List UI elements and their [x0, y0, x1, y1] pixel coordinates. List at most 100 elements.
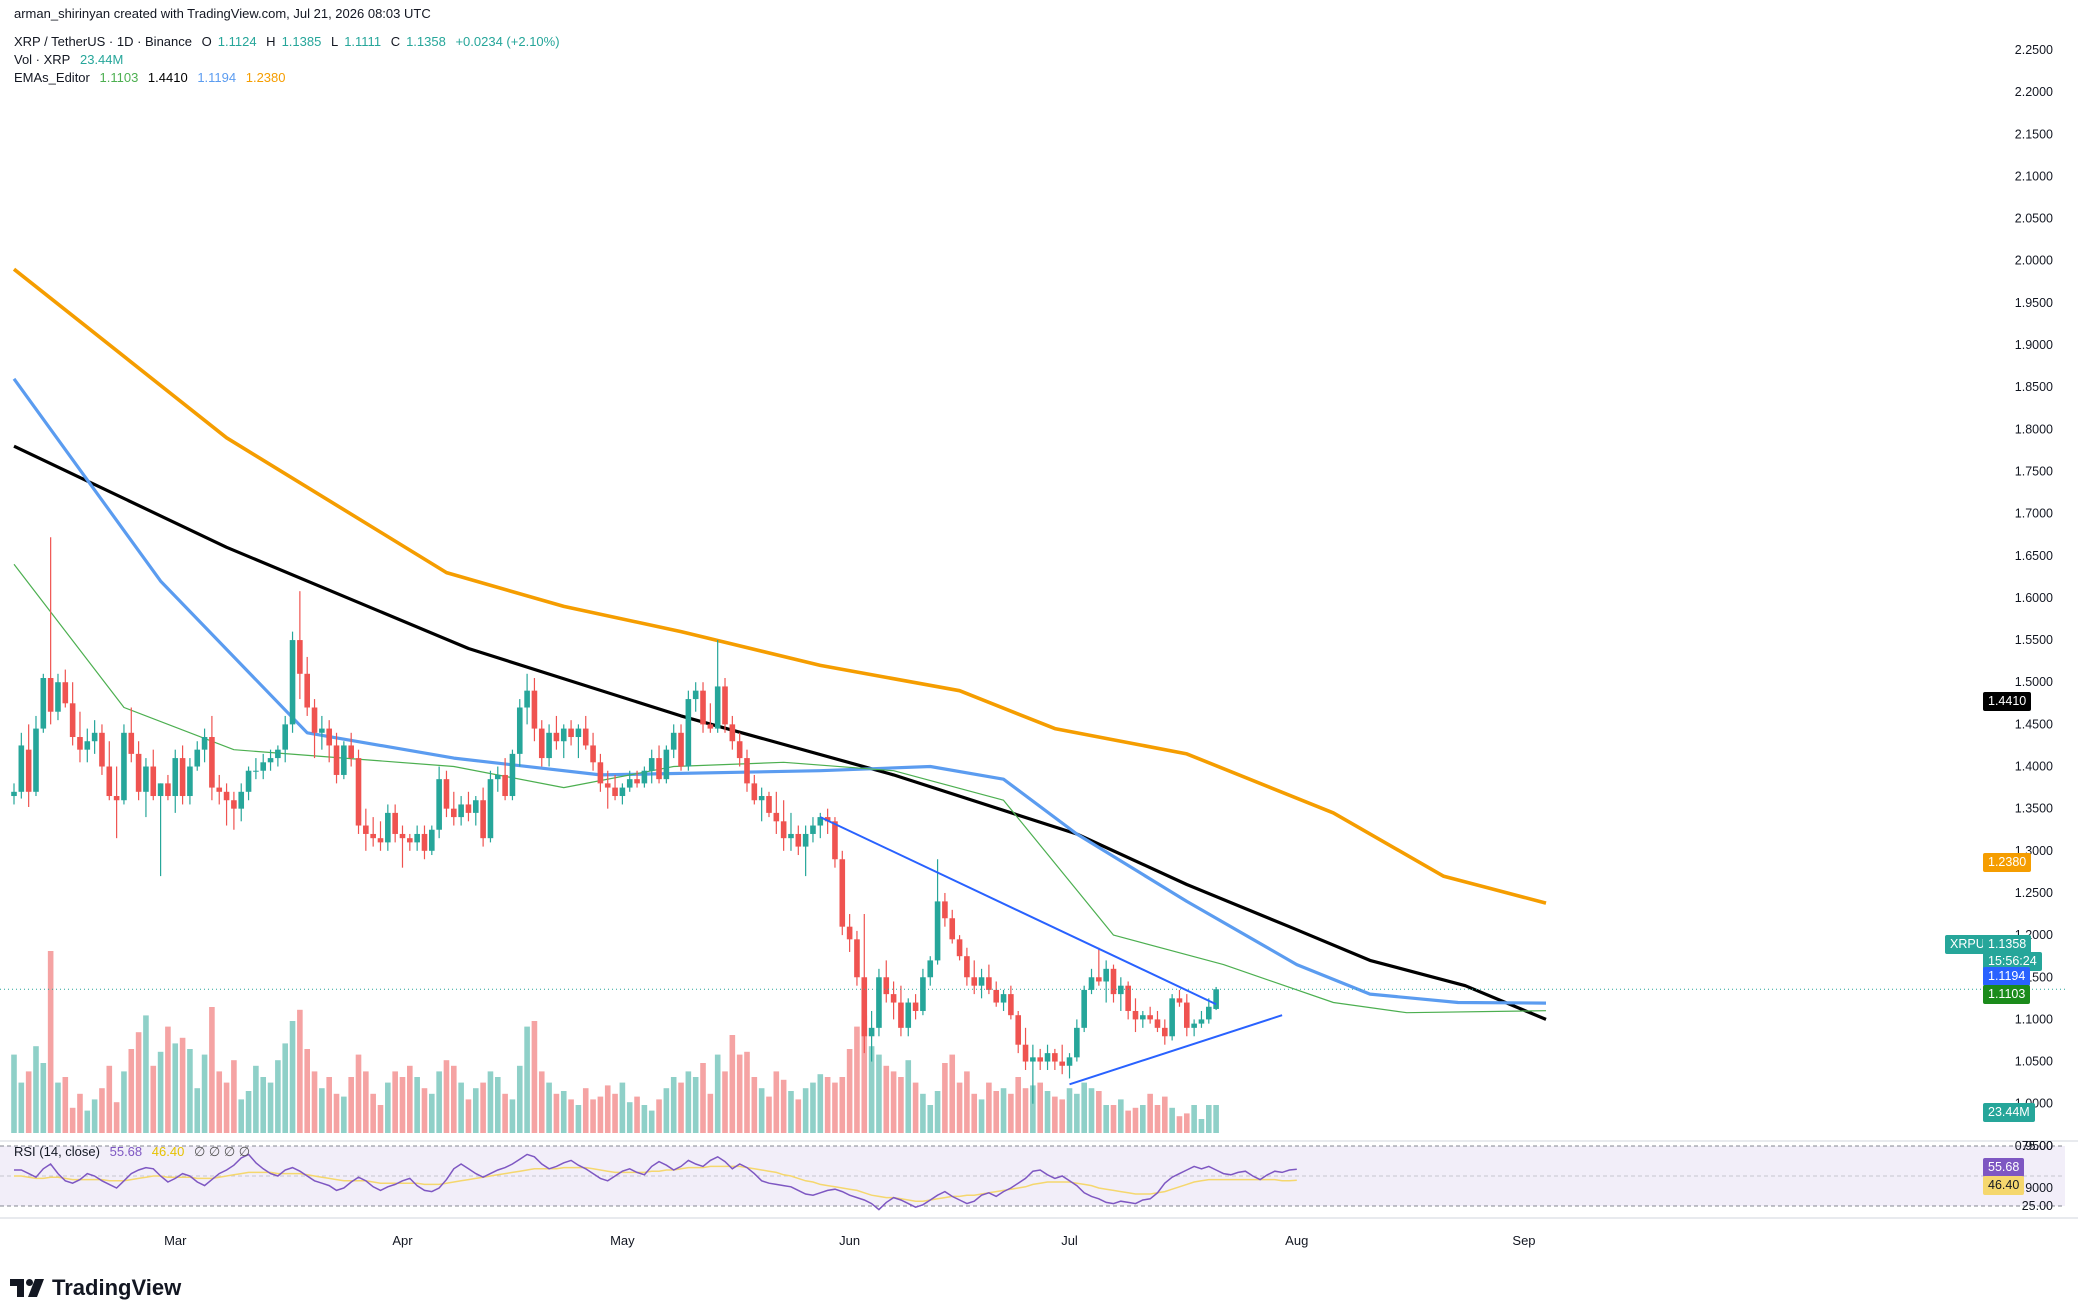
ema100-price-tag: 1.2380 — [1983, 853, 2032, 872]
candle-body — [942, 901, 948, 919]
volume-bar — [722, 1071, 728, 1133]
volume-bar — [861, 1015, 868, 1133]
candle-body — [707, 724, 714, 729]
volume-bar — [187, 1049, 193, 1133]
candle-body — [560, 728, 567, 742]
candle-body — [905, 1002, 912, 1028]
candle-body — [472, 800, 479, 813]
volume-bar — [143, 1015, 149, 1133]
time-tick-label: Jun — [839, 1233, 860, 1248]
price-tick-label: 1.6500 — [2015, 549, 2053, 563]
volume-bar — [766, 1096, 772, 1133]
volume-bar — [55, 1082, 61, 1133]
candle-body — [788, 833, 794, 839]
candle-body — [1162, 1027, 1168, 1037]
volume-bar — [590, 1099, 596, 1133]
volume-bar — [1022, 1088, 1029, 1133]
candle-body — [1037, 1057, 1043, 1062]
volume-bar — [91, 1099, 98, 1133]
candle-body — [282, 724, 289, 750]
candle-body — [319, 728, 325, 733]
candle-body — [634, 779, 640, 784]
candle-body — [890, 994, 897, 1003]
volume-bar — [77, 1093, 83, 1133]
volume-bar — [370, 1093, 376, 1133]
volume-bar — [1008, 1093, 1014, 1133]
candle-body — [912, 1002, 919, 1011]
candle-body — [297, 640, 303, 674]
volume-bar — [927, 1105, 934, 1133]
rsi-legend[interactable]: RSI (14, close) 55.68 46.40 ∅ ∅ ∅ ∅ — [14, 1144, 251, 1159]
legend-low: 1.1111 — [344, 34, 382, 49]
time-tick-label: Apr — [392, 1233, 413, 1248]
legend-close: 1.1358 — [406, 34, 446, 49]
candle-body — [722, 686, 728, 725]
volume-bar — [898, 1077, 904, 1133]
candle-body — [25, 749, 32, 792]
candle-body — [150, 766, 157, 797]
volume-bar — [348, 1077, 354, 1133]
candle-body — [509, 753, 516, 797]
legend-high: 1.1385 — [281, 34, 322, 49]
candle-body — [238, 791, 245, 809]
candle-body — [670, 732, 677, 750]
candle-body — [370, 833, 376, 839]
volume-bar — [890, 1071, 897, 1133]
volume-bar — [282, 1043, 289, 1133]
candle-body — [1118, 985, 1124, 995]
volume-bar — [560, 1091, 567, 1133]
volume-bar — [201, 1054, 208, 1133]
candle-body — [11, 791, 17, 797]
volume-bar — [1110, 1105, 1117, 1133]
candle-body — [487, 779, 494, 839]
price-tick-label: 1.2500 — [2015, 886, 2053, 900]
candle-body — [810, 825, 816, 834]
volume-bar — [69, 1107, 76, 1133]
ema100-value: 1.2380 — [245, 70, 286, 85]
legend-change: +0.0234 (+2.10%) — [455, 34, 560, 49]
tradingview-logo[interactable]: TradingView — [10, 1275, 181, 1301]
candle-body — [377, 838, 384, 843]
volume-bar — [355, 1054, 362, 1133]
candle-body — [575, 728, 582, 738]
candle-body — [927, 960, 934, 978]
volume-bar — [1176, 1116, 1183, 1133]
volume-bar — [1030, 1085, 1036, 1133]
ema-legend[interactable]: EMAs_Editor 1.1103 1.4410 1.1194 1.2380 — [14, 70, 286, 85]
candle-body — [949, 918, 956, 940]
volume-bar — [128, 1049, 135, 1133]
candle-body — [1015, 1015, 1022, 1045]
price-tick-label: 1.0500 — [2015, 1055, 2053, 1069]
candle-body — [744, 758, 750, 784]
candle-body — [106, 766, 113, 797]
volume-bar — [40, 1063, 47, 1133]
rsi-band — [0, 1146, 2065, 1206]
trendlines[interactable] — [819, 816, 1283, 1086]
price-tick-label: 2.1000 — [2015, 169, 2053, 183]
candle-body — [531, 690, 538, 729]
symbol-title[interactable]: XRP / TetherUS · 1D · Binance — [14, 34, 192, 49]
volume-bar — [480, 1082, 486, 1133]
volume-bar — [971, 1093, 978, 1133]
volume-bar — [1184, 1113, 1190, 1133]
candle-body — [758, 796, 765, 801]
time-tick-label: Sep — [1512, 1233, 1535, 1248]
volume-bar — [1169, 1107, 1175, 1133]
candle-body — [795, 833, 802, 847]
volume-bar — [1125, 1110, 1131, 1133]
ema20-value: 1.1103 — [99, 70, 139, 85]
volume-bar — [685, 1071, 692, 1133]
volume-bar — [538, 1071, 545, 1133]
volume-bar — [582, 1088, 589, 1133]
candle-body — [77, 737, 83, 750]
candle-body — [84, 741, 91, 750]
volume-legend[interactable]: Vol · XRP 23.44M — [14, 52, 124, 67]
volume-bar — [399, 1077, 406, 1133]
volume-bar — [157, 1051, 164, 1133]
volume-bar — [231, 1060, 237, 1133]
volume-bar — [443, 1060, 450, 1133]
candle-body — [172, 758, 179, 797]
candle-body — [40, 678, 47, 729]
